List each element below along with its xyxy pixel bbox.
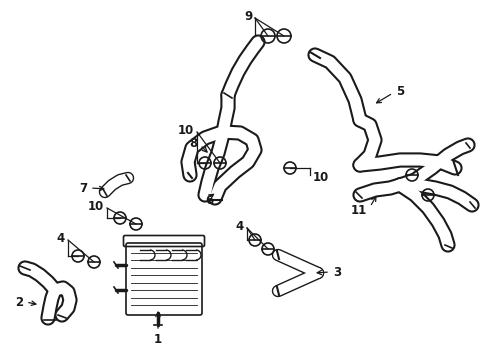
Text: 11: 11	[351, 203, 367, 216]
Text: 8: 8	[189, 136, 197, 149]
Text: 5: 5	[396, 85, 404, 98]
Text: 3: 3	[333, 266, 341, 279]
Text: 4: 4	[236, 220, 244, 233]
Text: 7: 7	[79, 181, 87, 194]
Text: 2: 2	[15, 296, 23, 309]
Text: 6: 6	[205, 194, 213, 207]
Text: 4: 4	[57, 231, 65, 244]
Text: 10: 10	[178, 123, 194, 136]
Text: 9: 9	[245, 9, 253, 23]
Text: 10: 10	[88, 199, 104, 212]
Text: 10: 10	[313, 171, 329, 184]
Text: 1: 1	[154, 333, 162, 346]
